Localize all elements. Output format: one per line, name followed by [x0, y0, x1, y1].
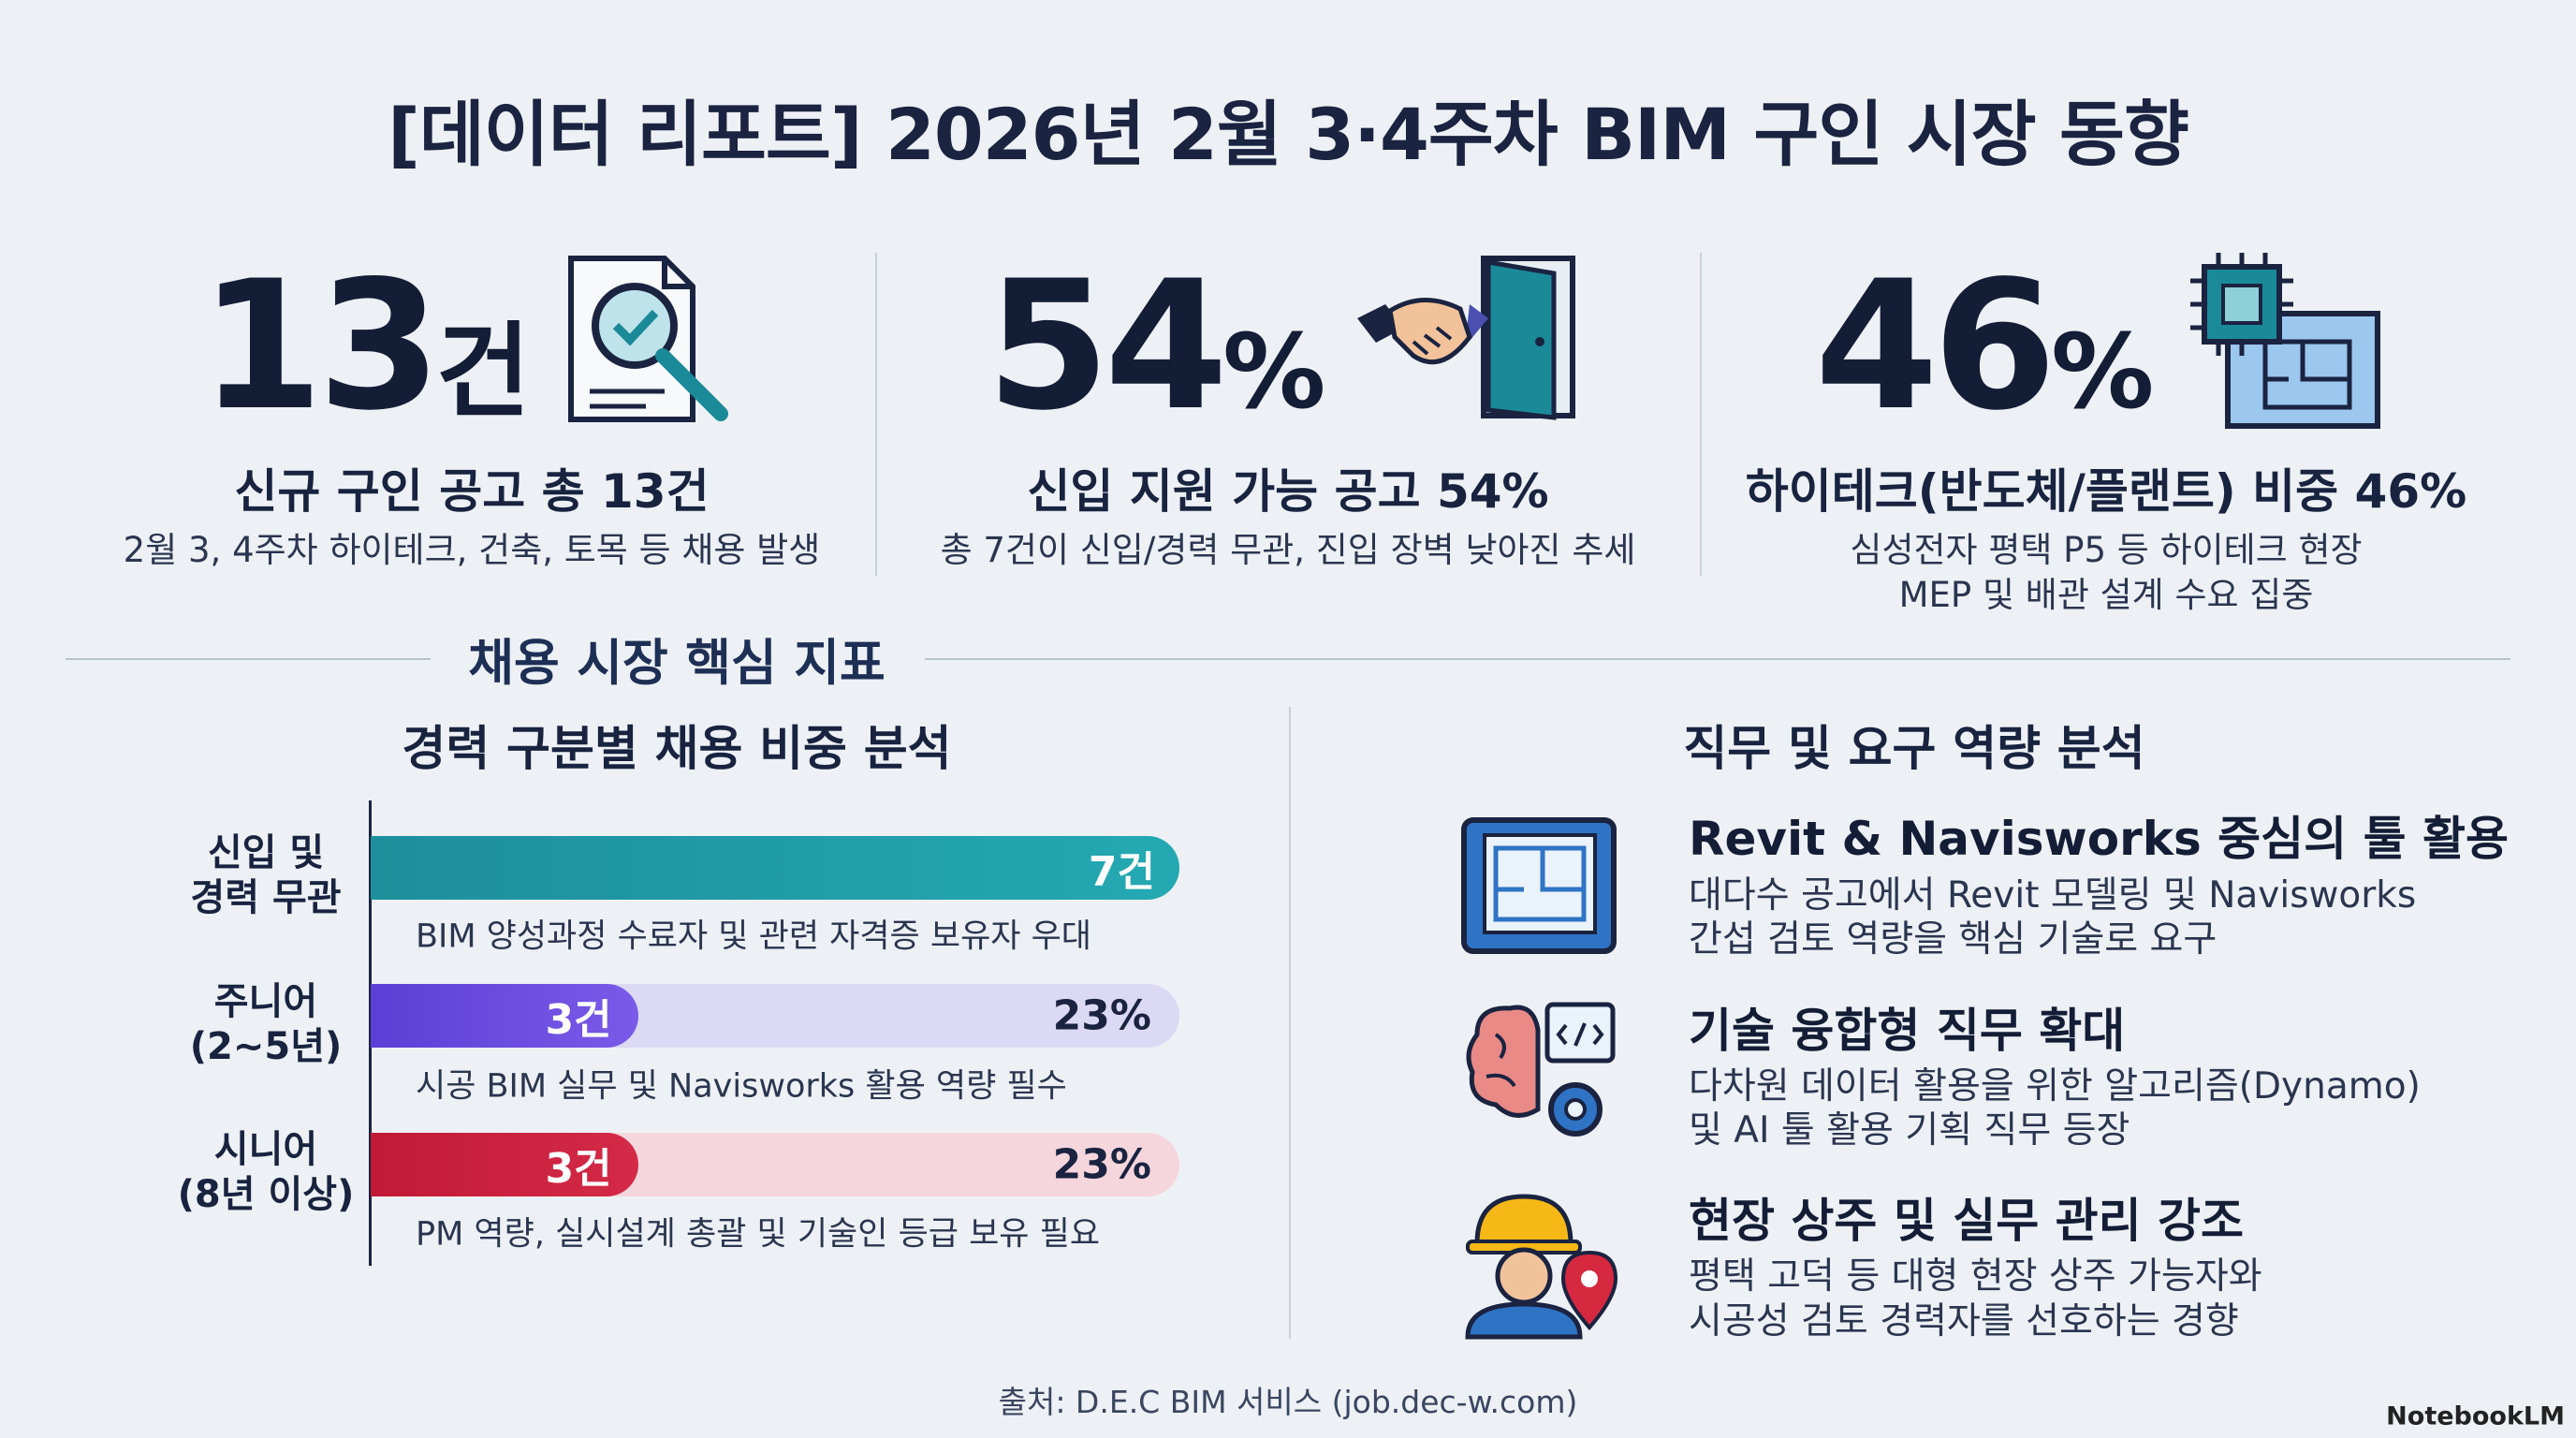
share-label: 23% — [1052, 991, 1151, 1040]
kpi-number: 13건 — [199, 257, 531, 435]
row-label-line: 경력 무관 — [190, 876, 342, 919]
worker-icon — [1465, 1194, 1618, 1340]
share-label: 23% — [1052, 1140, 1151, 1189]
kpi-headline: 신규 구인 공고 총 13건 — [234, 464, 710, 519]
kpi-detail: MEP 및 배관 설계 수요 집중 — [1898, 575, 2314, 615]
item-detail: 및 AI 툴 활용 기획 직무 등장 — [1689, 1109, 2130, 1152]
handshake-door-icon — [1357, 256, 1575, 420]
bar — [371, 1133, 638, 1196]
row-label-line: 시니어 — [213, 1128, 318, 1171]
bar-label: 3건 — [545, 1145, 612, 1193]
kpi-headline: 신입 지원 가능 공고 54% — [1027, 464, 1549, 519]
bar — [371, 836, 1179, 900]
row-label-line: (8년 이상) — [177, 1173, 355, 1216]
kpi-number: 46% — [1815, 257, 2155, 435]
item-detail: 대다수 공고에서 Revit 모델링 및 Navisworks — [1689, 874, 2417, 917]
kpi-unit: 건 — [435, 312, 531, 432]
bar-caption: BIM 양성과정 수료자 및 관련 자격증 보유자 우대 — [416, 917, 1092, 956]
kpi-number: 54% — [987, 257, 1326, 435]
row-label: 시니어 (8년 이상) — [178, 1127, 355, 1217]
divider — [875, 253, 877, 576]
row-label: 주니어 (2~5년) — [190, 979, 343, 1069]
bar-caption: PM 역량, 실시설계 총괄 및 기술인 등급 보유 필요 — [416, 1215, 1101, 1254]
section-title: 채용 시장 핵심 지표 — [468, 635, 886, 692]
item-detail: 간섭 검토 역량을 핵심 기술로 요구 — [1689, 918, 2217, 961]
kpi-value: 46 — [1814, 242, 2056, 449]
bar-label: 3건 — [545, 996, 612, 1044]
kpi-detail: 2월 3, 4주차 하이테크, 건축, 토목 등 채용 발생 — [123, 530, 821, 570]
item-detail: 시공성 검토 경력자를 선호하는 경향 — [1689, 1300, 2239, 1343]
row-label-line: 신입 및 — [207, 831, 325, 874]
brand-mark: NotebookLM — [2386, 1401, 2565, 1431]
item-detail: 다차원 데이터 활용을 위한 알고리즘(Dynamo) — [1689, 1065, 2421, 1108]
row-label-line: (2~5년) — [189, 1025, 343, 1068]
item-heading: 기술 융합형 직무 확대 — [1689, 1004, 2126, 1058]
kpi-headline: 하이테크(반도체/플랜트) 비중 46% — [1745, 464, 2467, 519]
item-heading: 현장 상주 및 실무 관리 강조 — [1689, 1194, 2245, 1248]
kpi-unit: % — [2051, 312, 2155, 432]
panel-title: 직무 및 요구 역량 분석 — [1683, 722, 2145, 777]
kpi-value: 13 — [199, 242, 441, 449]
page-title: [데이터 리포트] 2026년 2월 3·4주차 BIM 구인 시장 동향 — [388, 93, 2189, 176]
item-detail: 평택 고덕 등 대형 현장 상주 가능자와 — [1689, 1255, 2262, 1298]
row-label-line: 주니어 — [213, 980, 318, 1023]
chip-blueprint-icon — [2190, 253, 2380, 429]
kpi-detail: 심성전자 평택 P5 등 하이테크 현장 — [1850, 530, 2363, 570]
bar-axis — [369, 800, 372, 1266]
bar — [371, 984, 638, 1048]
bar-caption: 시공 BIM 실무 및 Navisworks 활용 역량 필수 — [416, 1067, 1067, 1106]
kpi-value: 54 — [986, 242, 1228, 449]
section-rule — [925, 658, 2510, 660]
divider — [1700, 253, 1702, 576]
divider — [1289, 707, 1291, 1339]
search-document-icon — [568, 256, 728, 422]
source-note: 출처: D.E.C BIM 서비스 (job.dec-w.com) — [998, 1384, 1578, 1420]
panel-title: 경력 구분별 채용 비중 분석 — [402, 722, 952, 777]
section-rule — [66, 658, 431, 660]
brain-code-icon — [1466, 1002, 1616, 1137]
kpi-detail: 총 7건이 신입/경력 무관, 진입 장벽 낮아진 추세 — [940, 530, 1636, 570]
item-heading: Revit & Navisworks 중심의 툴 활용 — [1689, 812, 2509, 866]
bar-label: 7건 — [1088, 848, 1155, 896]
row-label: 신입 및 경력 무관 — [190, 830, 341, 920]
blueprint-icon — [1461, 817, 1617, 954]
kpi-unit: % — [1222, 312, 1326, 432]
